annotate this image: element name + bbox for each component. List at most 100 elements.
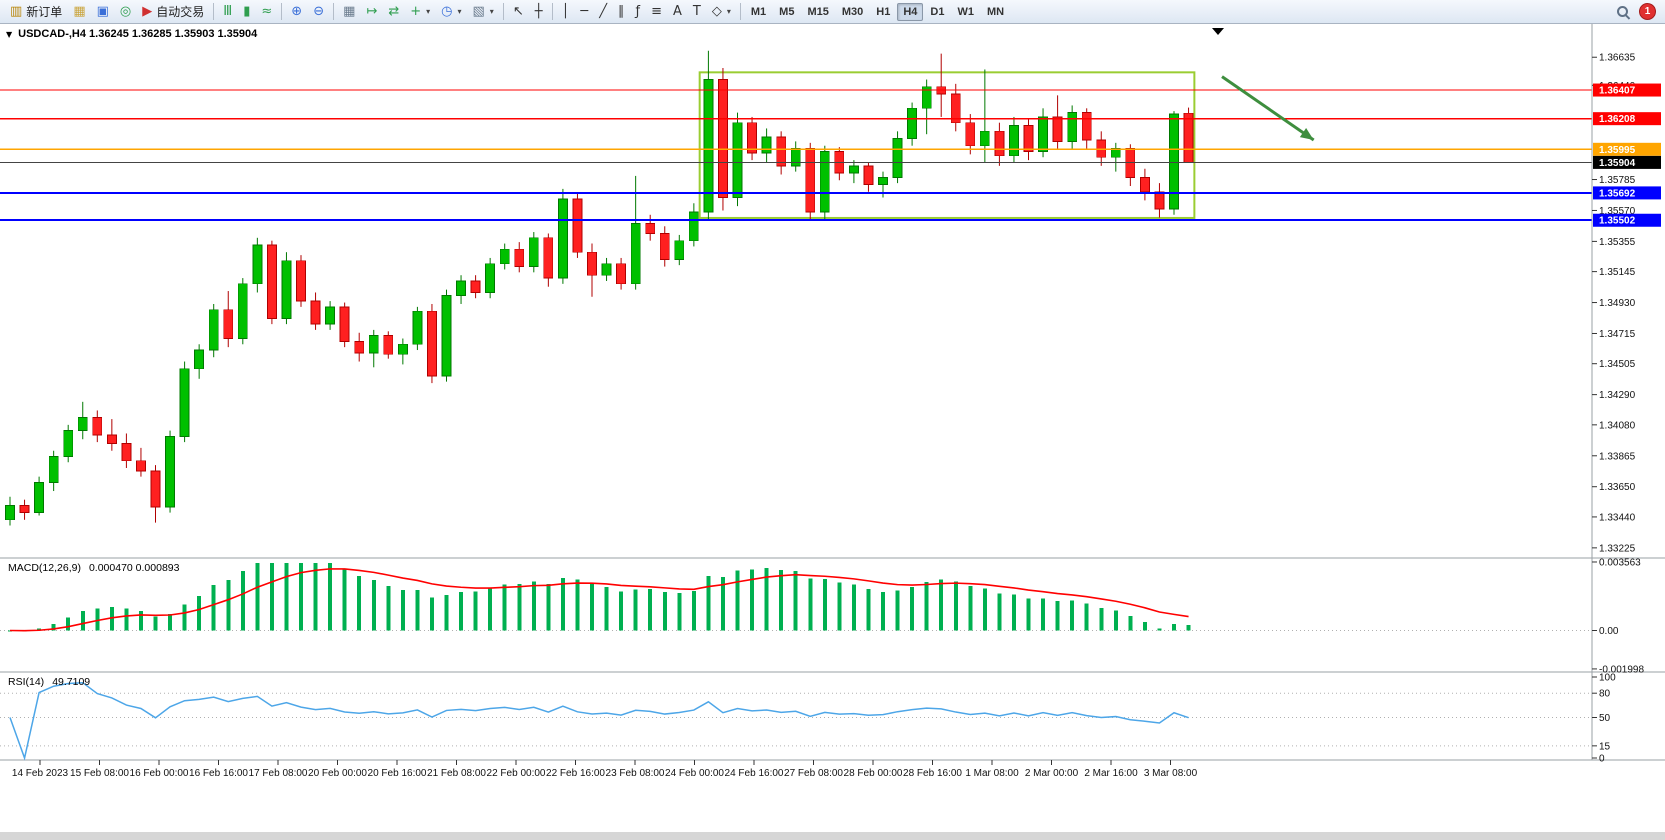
template-button[interactable]: ▧ ▾ [468, 1, 499, 23]
shapes-button[interactable]: ◇ ▾ [707, 1, 736, 23]
zoom-out-icon[interactable]: ⊖ [308, 1, 329, 23]
navigator-icon[interactable]: ◎ [115, 1, 136, 23]
timeframe-m5-button[interactable]: M5 [779, 5, 795, 18]
timeframe-d1-button[interactable]: D1 [930, 5, 945, 18]
crosshair-icon[interactable]: ┼ [530, 1, 548, 23]
vertical-line-icon[interactable]: │ [557, 1, 575, 23]
equidistant-channel-icon[interactable]: ∥ [613, 1, 630, 23]
trendline-icon[interactable]: ╱ [594, 1, 612, 23]
candle-body [819, 151, 830, 213]
notification-badge[interactable]: 1 [1639, 3, 1656, 20]
symbol-menu-icon[interactable]: ▼ [6, 29, 13, 39]
equidistant-channel-icon: ∥ [618, 3, 625, 19]
chart-canvas[interactable]: 1.366351.364401.357851.355701.353551.351… [0, 24, 1665, 840]
zoom-in-icon[interactable]: ⊕ [286, 1, 307, 23]
macd-histogram-bar [473, 591, 478, 631]
timeframe-m15-button[interactable]: M15 [807, 5, 829, 18]
macd-axis-label: 0.003563 [1599, 557, 1641, 568]
candle-body [528, 237, 539, 267]
timeframe-mn-button[interactable]: MN [986, 5, 1005, 18]
scroll-end-marker-icon[interactable] [1212, 28, 1224, 35]
candlestick [1009, 116, 1019, 163]
macd-histogram-bar [269, 562, 274, 631]
candlestick [543, 233, 554, 287]
macd-histogram-bar [924, 582, 929, 631]
candle-body [790, 148, 801, 167]
new-order-button[interactable]: ▥ 新订单 [5, 1, 67, 23]
candlestick [587, 243, 597, 297]
price-axis[interactable]: 1.366351.364401.357851.355701.353551.351… [1591, 24, 1661, 765]
dropdown-arrow-icon[interactable]: ▾ [426, 7, 431, 16]
crosshair-icon: ┼ [534, 3, 543, 19]
text-label-icon: T [692, 3, 701, 19]
price-level-badge [1593, 155, 1661, 169]
cursor-icon[interactable]: ↖ [508, 1, 529, 23]
candle-body [921, 86, 932, 109]
candlestick [19, 499, 30, 520]
time-axis-label: 28 Feb 16:00 [903, 768, 962, 779]
horizontal-line-icon[interactable]: ─ [575, 1, 593, 23]
chart-shift-icon[interactable]: ⇄ [383, 1, 404, 23]
candle-body [994, 130, 1005, 157]
time-axis-label: 22 Feb 16:00 [546, 768, 605, 779]
macd-histogram-bar [677, 592, 682, 631]
timeframe-w1-button[interactable]: W1 [957, 5, 974, 18]
timeframe-h1-button[interactable]: H1 [876, 5, 891, 18]
macd-histogram-bar [560, 578, 565, 631]
candlestick [747, 116, 757, 161]
timeframe-m30-button[interactable]: M30 [841, 5, 864, 18]
candlestick [106, 419, 117, 451]
macd-histogram-bar [648, 589, 653, 631]
timeframe-h4-button[interactable]: H4 [897, 2, 924, 21]
candle-body [630, 223, 641, 285]
consolidation-rectangle[interactable] [698, 71, 1196, 219]
candlestick-chart-icon[interactable]: ▮ [238, 1, 255, 23]
period-selector-button[interactable]: ◷ ▾ [436, 1, 466, 23]
candle-body [1023, 125, 1034, 152]
text-label-icon[interactable]: T [688, 1, 706, 23]
horizontal-line-icon: ─ [580, 3, 589, 19]
auto-scroll-icon[interactable]: ↦ [361, 1, 382, 23]
time-axis[interactable]: 14 Feb 2023 15 Feb 08:00 16 Feb 00:00 16 Fe… [12, 760, 1198, 779]
cycle-lines-icon[interactable]: ≡ [646, 1, 667, 23]
candlestick [965, 114, 976, 155]
new-chart-button[interactable]: + ▾ [405, 1, 435, 23]
candlestick [441, 289, 452, 382]
text-icon[interactable]: A [668, 1, 687, 23]
candlestick [368, 329, 379, 368]
line-chart-icon[interactable]: ≈ [256, 1, 277, 23]
price-axis-label: 1.34290 [1599, 390, 1636, 401]
candle-body [383, 335, 394, 355]
price-axis-label: 1.36635 [1599, 53, 1636, 64]
candle-body [645, 223, 656, 234]
macd-histogram-bar [1026, 598, 1031, 631]
trend-arrow[interactable] [1221, 75, 1315, 142]
macd-histogram-bar [328, 563, 333, 631]
macd-histogram-bar [211, 584, 216, 631]
tile-windows-icon[interactable]: ▦ [338, 1, 360, 23]
data-window-icon[interactable]: ▣ [92, 1, 114, 23]
dropdown-arrow-icon[interactable]: ▾ [489, 7, 494, 16]
macd-histogram-bar [444, 594, 449, 631]
candle-body [616, 263, 626, 285]
market-watch-icon[interactable]: ▦ [68, 1, 90, 23]
window-bottom-edge [0, 832, 1665, 840]
fibonacci-icon[interactable]: ƒ [631, 1, 646, 23]
bar-chart-icon[interactable]: Ⅲ [218, 1, 237, 23]
macd-histogram-bar [764, 567, 769, 631]
candle-body [805, 148, 816, 213]
search-icon[interactable] [1615, 4, 1631, 20]
candlestick [616, 257, 626, 290]
auto-trading-button[interactable]: ▶ 自动交易 [137, 1, 209, 23]
dropdown-arrow-icon[interactable]: ▾ [457, 7, 462, 16]
price-axis-label: 1.34715 [1599, 329, 1636, 340]
macd-histogram-bar [51, 623, 56, 631]
macd-histogram-bar [153, 616, 158, 631]
price-axis-label: 1.35355 [1599, 237, 1636, 248]
candle-body [237, 283, 248, 339]
candle-body [92, 417, 103, 436]
macd-histogram-bar [124, 608, 129, 631]
timeframe-m1-button[interactable]: M1 [750, 5, 767, 18]
macd-histogram-bar [939, 579, 944, 631]
dropdown-arrow-icon[interactable]: ▾ [726, 7, 731, 16]
